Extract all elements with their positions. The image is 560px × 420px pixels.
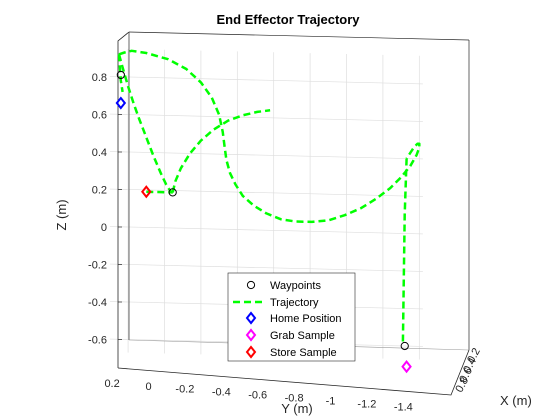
y-tick-label: 0	[145, 381, 151, 393]
legend-box	[227, 272, 356, 362]
y-tick-label: -1.4	[394, 401, 413, 413]
legend-waypoints-symbol	[246, 280, 256, 290]
grid-line-z	[109, 76, 423, 85]
grid-line-z	[109, 263, 423, 272]
y-tick-label: -0.2	[175, 384, 194, 396]
z-tick-label: 0	[101, 222, 107, 234]
legend-grab-symbol	[245, 328, 257, 342]
grid-line-z	[109, 226, 423, 235]
waypoint-marker	[400, 341, 409, 351]
store-sample-marker	[141, 185, 152, 199]
trajectory-line	[118, 49, 421, 224]
legend-home-label: Home Position	[270, 313, 342, 325]
waypoint-marker	[116, 70, 125, 80]
depth-axis-label: X (m)	[500, 393, 532, 408]
trajectory-segment	[117, 53, 174, 194]
trajectory-segment	[117, 54, 124, 93]
grid-line-z	[109, 188, 423, 197]
waypoint-series	[116, 70, 409, 351]
grid-line-z	[109, 113, 423, 122]
z-tick-label: 0.8	[92, 72, 107, 84]
legend-trajectory-label: Trajectory	[270, 297, 319, 309]
grid-line-z	[109, 151, 423, 160]
y-tick-label: -0.4	[212, 387, 231, 399]
chart-title: End Effector Trajectory	[216, 12, 360, 27]
z-tick-label: -0.6	[88, 335, 107, 347]
y-tick-label: -0.6	[248, 390, 267, 402]
y-tick-label: 0.2	[104, 378, 119, 390]
legend-store-label: Store Sample	[270, 347, 337, 359]
box-left-front-edge	[117, 31, 130, 368]
z-tick-label: -0.2	[88, 260, 107, 272]
grab-sample-marker	[401, 360, 412, 374]
trajectory-segment	[171, 109, 271, 193]
axes-box	[117, 31, 470, 396]
z-tick-label: 0.2	[92, 185, 107, 197]
box-top-back-edge	[128, 31, 470, 41]
legend-home-symbol	[245, 311, 257, 325]
legend-grab-label: Grab Sample	[270, 330, 335, 342]
y-axis-ticks: 0.2 0 -0.2 -0.4 -0.6 -0.8 -1 -1.2 -1.4	[104, 378, 412, 414]
y-tick-label: -0.8	[285, 393, 304, 405]
z-tick-label: -0.4	[88, 297, 107, 309]
legend-store-symbol	[245, 345, 257, 359]
position-markers	[115, 96, 412, 374]
y-tick-label: -1.2	[357, 398, 376, 410]
y-tick-label: -1	[326, 396, 336, 408]
legend: Waypoints Trajectory Home Position Grab …	[227, 272, 356, 362]
trajectory-segment	[401, 158, 408, 343]
z-axis-ticks: 0.8 0.6 0.4 0.2 0 -0.2 -0.4 -0.6	[88, 72, 122, 347]
grid-lines	[109, 48, 423, 360]
box-bottom-front-edge	[117, 349, 470, 396]
legend-waypoints-label: Waypoints	[270, 280, 321, 292]
z-tick-label: 0.4	[92, 147, 107, 159]
y-axis-label: Y (m)	[281, 401, 313, 416]
home-position-marker	[115, 96, 127, 110]
z-axis-label: Z (m)	[54, 199, 69, 230]
z-tick-label: 0.6	[92, 110, 107, 122]
waypoint-marker	[168, 188, 177, 197]
